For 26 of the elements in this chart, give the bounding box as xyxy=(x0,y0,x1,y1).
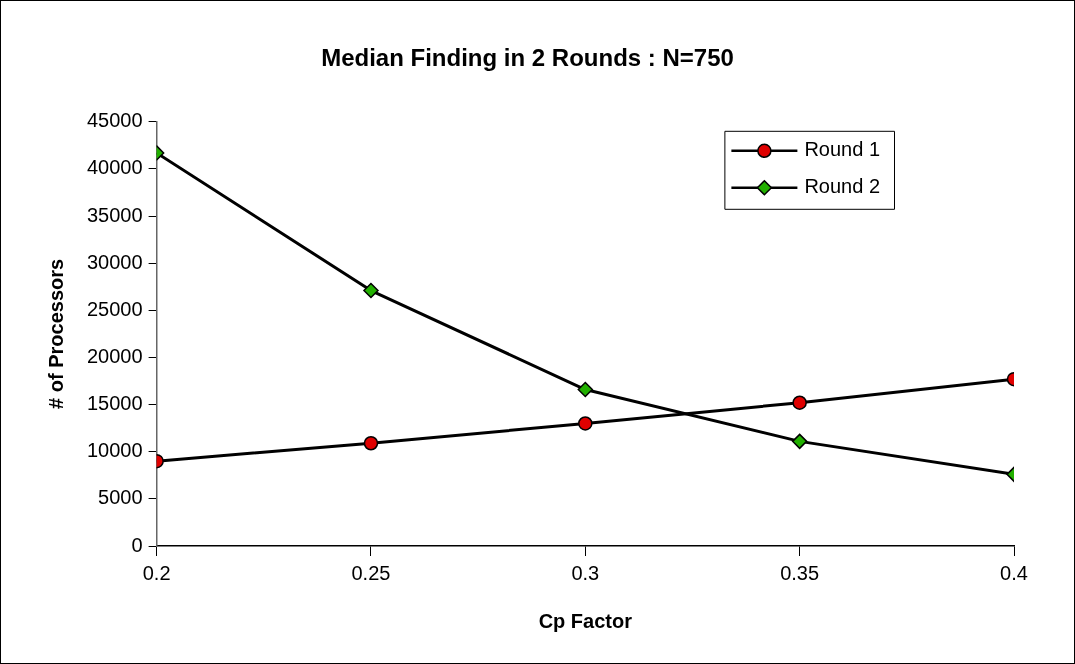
x-tick-label: 0.25 xyxy=(351,561,391,584)
point xyxy=(363,436,379,451)
point xyxy=(363,282,379,299)
y-tick-label: 35000 xyxy=(86,203,143,226)
y-tick-label: 40000 xyxy=(86,156,143,179)
y-axis-title: # of Processors xyxy=(44,258,67,409)
y-tick-label: 45000 xyxy=(86,109,143,132)
point xyxy=(578,416,593,431)
x-tick-label: 0.35 xyxy=(780,561,820,584)
legend-label: Round 1 xyxy=(804,138,881,161)
y-tick-label: 30000 xyxy=(86,250,143,273)
point xyxy=(792,395,807,410)
y-tick-label: 25000 xyxy=(86,297,143,320)
y-tick-label: 15000 xyxy=(86,392,143,415)
x-tick-label: 0.4 xyxy=(1000,561,1028,584)
point xyxy=(791,433,808,450)
point xyxy=(577,381,594,398)
x-tick-label: 0.2 xyxy=(142,561,171,584)
x-axis-title: Cp Factor xyxy=(538,609,633,632)
x-tick-label: 0.3 xyxy=(571,561,600,584)
y-tick-label: 10000 xyxy=(86,439,143,462)
legend-label: Round 2 xyxy=(804,175,881,198)
y-tick-label: 20000 xyxy=(86,344,143,367)
chart-title: Median Finding in 2 Rounds : N=750 xyxy=(321,44,734,72)
y-tick-label: 5000 xyxy=(98,486,143,509)
y-tick-label: 0 xyxy=(131,533,143,556)
